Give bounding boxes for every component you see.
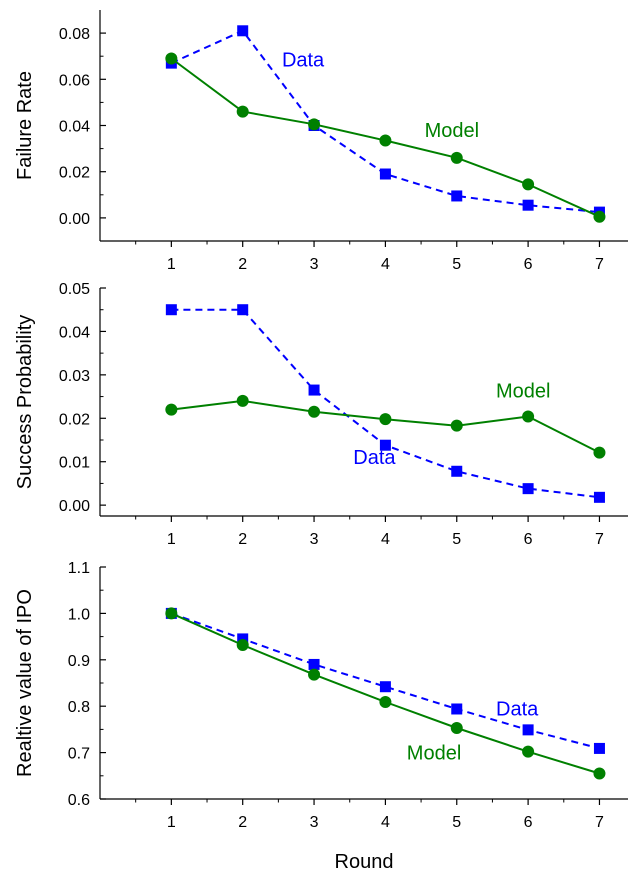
x-tick-label: 2 xyxy=(238,531,247,548)
y-axis-label: Realtive value of IPO xyxy=(14,589,36,777)
data-point-data xyxy=(451,465,463,477)
x-tick-label: 4 xyxy=(381,256,390,273)
x-tick-label: 4 xyxy=(381,814,390,831)
y-axis-label: Success Probability xyxy=(14,315,36,490)
data-point-data xyxy=(237,304,249,316)
x-tick-label: 3 xyxy=(310,531,319,548)
y-tick-label: 0.00 xyxy=(59,498,90,515)
x-tick-label: 6 xyxy=(524,531,533,548)
annotation-data: Data xyxy=(353,447,396,469)
data-point-model xyxy=(308,668,321,681)
x-tick-label: 1 xyxy=(167,814,176,831)
data-point-data xyxy=(165,304,177,316)
data-point-data xyxy=(522,199,534,211)
data-point-model xyxy=(522,178,535,191)
data-point-data xyxy=(379,168,391,180)
y-tick-label: 0.04 xyxy=(59,119,90,136)
data-point-model xyxy=(236,105,249,118)
data-point-data xyxy=(522,483,534,495)
x-tick-label: 7 xyxy=(595,814,604,831)
y-tick-label: 0.02 xyxy=(59,411,90,428)
panel-3: 0.6 0.7 0.8 0.9 1.0 1.1 1 2 3 4 5 6 7 Realtive value … xyxy=(14,560,628,873)
data-point-data xyxy=(593,742,605,754)
x-tick-label: 1 xyxy=(167,531,176,548)
x-tick-label: 6 xyxy=(524,814,533,831)
data-point-model xyxy=(522,745,535,758)
y-tick-label: 0.05 xyxy=(59,281,90,298)
x-tick-label: 5 xyxy=(452,531,461,548)
series-line-data xyxy=(170,29,600,214)
y-tick-label: 1.0 xyxy=(68,606,90,623)
series-line-model xyxy=(170,612,600,775)
y-tick-label: 0.08 xyxy=(59,26,90,43)
x-tick-label: 5 xyxy=(452,814,461,831)
series-data xyxy=(165,304,605,503)
x-tick-label: 2 xyxy=(238,814,247,831)
series-line-data xyxy=(171,612,600,750)
data-point-data xyxy=(593,491,605,503)
y-tick-label: 0.06 xyxy=(59,72,90,89)
x-tick-label: 2 xyxy=(238,256,247,273)
data-point-data xyxy=(451,190,463,202)
y-tick-label: 0.04 xyxy=(59,324,90,341)
x-tick-label: 4 xyxy=(381,531,390,548)
data-point-data xyxy=(308,384,320,396)
annotation-model: Model xyxy=(425,120,479,142)
y-tick-label: 0.00 xyxy=(59,211,90,228)
data-point-data xyxy=(237,25,249,37)
data-point-data xyxy=(522,724,534,736)
x-tick-label: 6 xyxy=(524,256,533,273)
x-tick-label: 5 xyxy=(452,256,461,273)
annotation-data: Data xyxy=(282,50,325,72)
y-tick-label: 0.8 xyxy=(68,699,90,716)
x-tick-label: 7 xyxy=(595,531,604,548)
data-point-model xyxy=(165,403,178,416)
panel-1: 0.00 0.02 0.04 0.06 0.08 1 2 3 4 5 6 7 Failure Rate D… xyxy=(14,10,628,273)
data-point-model xyxy=(450,151,463,164)
series-line-data xyxy=(171,308,600,499)
y-tick-label: 0.03 xyxy=(59,368,90,385)
data-point-model xyxy=(379,134,392,147)
y-tick-label: 0.7 xyxy=(68,746,90,763)
series-data xyxy=(165,607,605,754)
data-point-model xyxy=(450,722,463,735)
data-point-model xyxy=(450,419,463,432)
data-point-model xyxy=(308,405,321,418)
x-tick-label: 3 xyxy=(310,814,319,831)
data-point-model xyxy=(165,52,178,65)
y-tick-label: 0.01 xyxy=(59,455,90,472)
y-axis-label: Failure Rate xyxy=(14,71,36,180)
data-point-model xyxy=(308,118,321,131)
panel-2: 0.00 0.01 0.02 0.03 0.04 0.05 1 2 3 4 5 6 7 Success P… xyxy=(14,281,628,548)
data-point-model xyxy=(165,607,178,620)
y-tick-label: 0.9 xyxy=(68,653,90,670)
series-model xyxy=(165,394,606,459)
data-point-model xyxy=(593,446,606,459)
annotation-model: Model xyxy=(407,743,461,765)
y-tick-label: 0.02 xyxy=(59,165,90,182)
x-tick-label: 3 xyxy=(310,256,319,273)
annotation-model: Model xyxy=(496,380,550,402)
data-point-model xyxy=(522,410,535,423)
data-point-data xyxy=(379,681,391,693)
data-point-data xyxy=(237,633,249,645)
data-point-model xyxy=(593,210,606,223)
data-point-data xyxy=(379,439,391,451)
data-point-model xyxy=(593,767,606,780)
series-model xyxy=(165,607,606,780)
data-point-model xyxy=(379,696,392,709)
data-point-model xyxy=(236,394,249,407)
data-point-data xyxy=(308,658,320,670)
x-axis-label: Round xyxy=(335,851,394,873)
series-model xyxy=(165,52,606,223)
x-tick-label: 1 xyxy=(167,256,176,273)
annotation-data: Data xyxy=(496,698,539,720)
y-tick-label: 1.1 xyxy=(68,560,90,577)
data-point-data xyxy=(451,703,463,715)
y-tick-label: 0.6 xyxy=(68,792,90,809)
data-point-model xyxy=(379,413,392,426)
data-point-model xyxy=(236,638,249,651)
x-tick-label: 7 xyxy=(595,256,604,273)
